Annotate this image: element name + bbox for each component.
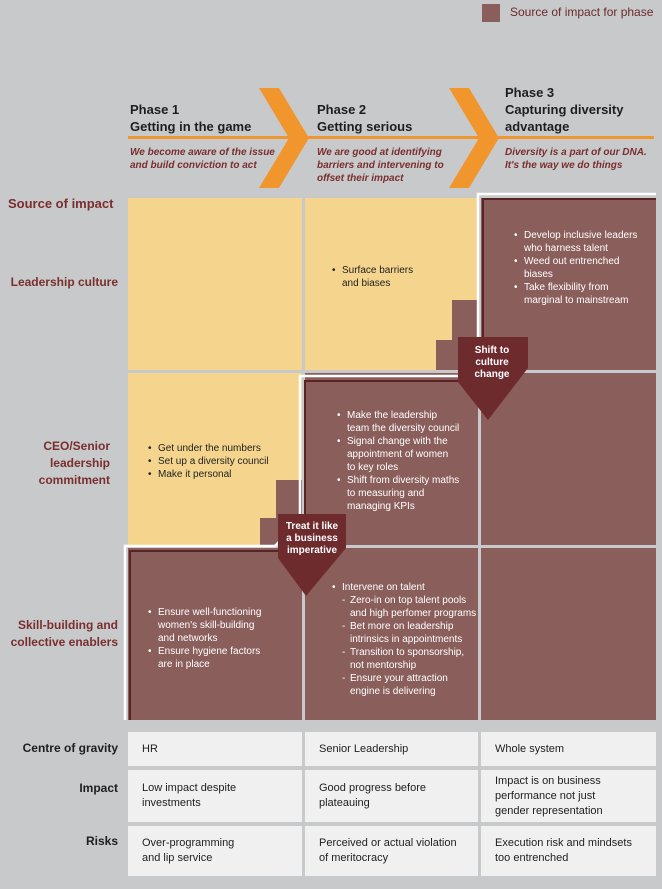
- phase-arrow-line: [128, 136, 654, 139]
- phase-2-header: Phase 2 Getting serious: [317, 101, 412, 135]
- phase-1-title: Phase 1: [130, 102, 180, 117]
- list-item: Make it personal: [148, 468, 269, 481]
- sub-list-item: Transition to sponsorship,not mentorship: [342, 646, 476, 672]
- chevron-arrow-icon: [449, 88, 499, 188]
- phase-1-subtitle: Getting in the game: [130, 119, 252, 134]
- bullet-list-ceo-phase1: Get under the numbers Set up a diversity…: [148, 442, 269, 481]
- phase-1-header: Phase 1 Getting in the game: [130, 101, 251, 135]
- cell-ceo-phase3: [481, 373, 656, 545]
- cell-cog-phase3: Whole system: [481, 732, 656, 766]
- bullet-list-skill-phase2: Intervene on talent Zero-in on top talen…: [332, 581, 476, 698]
- staircase-fill: [452, 300, 478, 340]
- phase-3-description: Diversity is a part of our DNA. It's the…: [505, 147, 647, 171]
- list-item: Set up a diversity council: [148, 455, 269, 468]
- cell-risks-phase1: Over-programming and lip service: [128, 826, 302, 876]
- legend-label: Source of impact for phase: [510, 5, 654, 19]
- cell-impact-phase3: Impact is on business performance not jus…: [481, 770, 656, 822]
- cell-risks-phase3: Execution risk and mindsets too entrenche…: [481, 826, 656, 876]
- phase-1-description: We become aware of the issue and build c…: [130, 147, 275, 171]
- cell-skill-phase3: [481, 548, 656, 720]
- list-item: Intervene on talent Zero-in on top talen…: [332, 581, 476, 698]
- source-of-impact-heading: Source of impact: [8, 196, 114, 211]
- phase-3-subtitle: Capturing diversity: [505, 102, 624, 117]
- phase-2-title: Phase 2: [317, 102, 367, 117]
- cell-impact-phase2: Good progress before plateauing: [305, 770, 478, 822]
- phase-3-title: Phase 3: [505, 85, 555, 100]
- phase-3-header: Phase 3 Capturing diversity advantage: [505, 85, 624, 134]
- phase-2-description: We are good at identifying barriers and …: [317, 147, 444, 184]
- legend-swatch: [482, 4, 500, 22]
- label-risks: Risks: [85, 834, 118, 848]
- cell-cog-phase1: HR: [128, 732, 302, 766]
- badge-shift-to-culture-change: Shift to culture change: [474, 345, 510, 380]
- badge-treat-business-imperative: Treat it like a business imperative: [285, 521, 339, 556]
- label-centre-of-gravity: Centre of gravity: [22, 741, 118, 755]
- row-label-leadership-culture: Leadership culture: [10, 275, 118, 289]
- cell-leadership-phase1: [128, 198, 302, 370]
- cell-impact-phase1: Low impact despite investments: [128, 770, 302, 822]
- cell-cog-phase2: Senior Leadership: [305, 732, 478, 766]
- list-item: Get under the numbers: [148, 442, 269, 455]
- label-impact: Impact: [79, 781, 118, 795]
- chevron-arrow-icon: [259, 88, 309, 188]
- phase-2-subtitle: Getting serious: [317, 119, 413, 134]
- row-label-skill-building: Skill-building and collective enablers: [10, 618, 118, 649]
- cell-risks-phase2: Perceived or actual violation of meritocr…: [305, 826, 478, 876]
- staircase-fill: [276, 480, 302, 518]
- row-label-ceo-commitment: CEO/Senior leadership commitment: [38, 439, 110, 487]
